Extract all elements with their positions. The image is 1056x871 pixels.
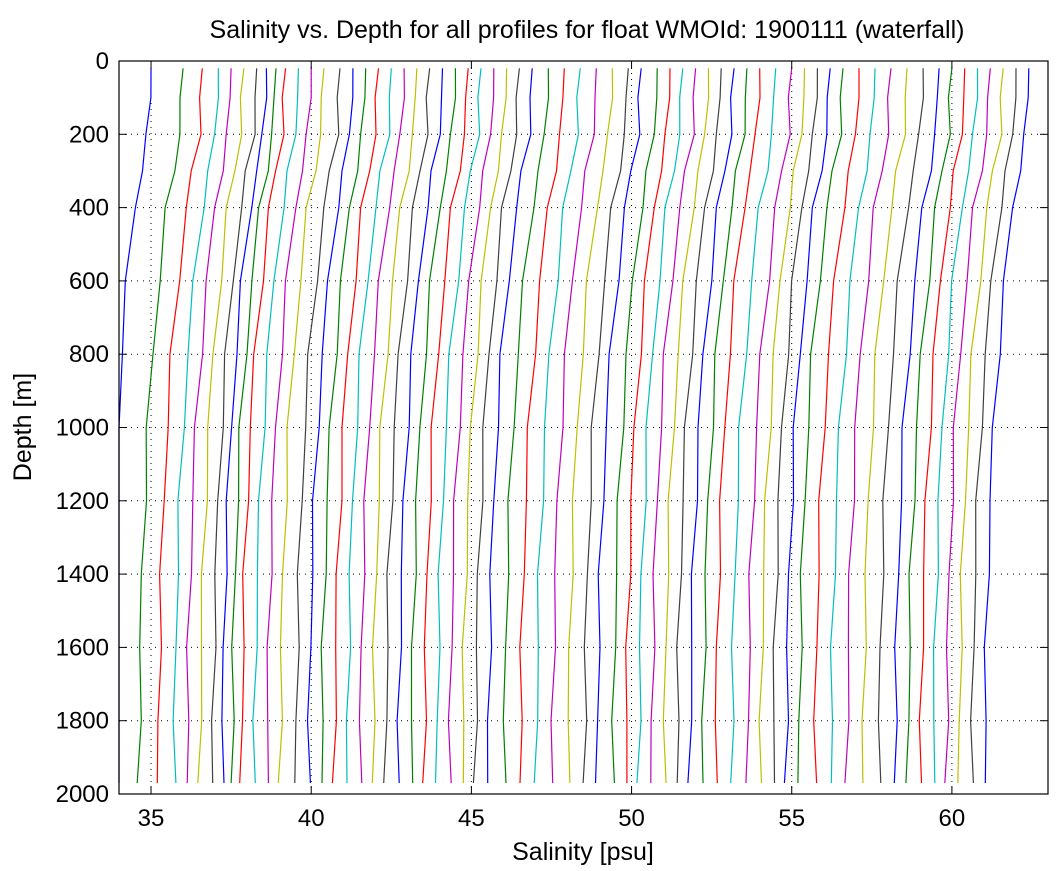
x-tick-label: 55 — [778, 805, 805, 832]
profile-line — [447, 68, 495, 784]
chart-title: Salinity vs. Depth for all profiles for … — [210, 16, 965, 44]
profile-line — [519, 68, 565, 784]
profile-line — [957, 68, 1004, 784]
profile-line — [331, 68, 380, 784]
profile-line — [772, 68, 818, 784]
profile-line — [783, 68, 831, 784]
grid-lines — [119, 61, 1048, 794]
profile-line — [905, 68, 953, 784]
profile-line — [829, 68, 876, 784]
profile-line — [813, 68, 860, 784]
profile-line — [969, 68, 1017, 784]
x-tick-label: 45 — [458, 805, 485, 832]
profile-line — [944, 68, 991, 784]
profile-line — [252, 68, 299, 784]
y-tick-label: 800 — [69, 341, 109, 368]
y-tick-label: 2000 — [56, 781, 109, 808]
y-tick-label: 1000 — [56, 415, 109, 442]
profile-line — [533, 68, 581, 784]
profile-line — [221, 68, 268, 784]
profile-line — [893, 68, 940, 784]
profile-line — [345, 68, 392, 784]
profile-line — [730, 68, 777, 784]
plot-frame — [118, 60, 1049, 795]
profile-line — [567, 68, 614, 784]
profile-line — [306, 68, 354, 784]
profile-line — [625, 68, 671, 783]
profile-line — [932, 68, 979, 784]
profile-line — [877, 68, 925, 784]
profile-lines — [118, 68, 1030, 784]
profile-line — [320, 68, 367, 784]
profile-line — [918, 68, 966, 784]
profile-line — [714, 68, 761, 784]
profile-line — [594, 68, 642, 784]
profile-line — [797, 68, 844, 784]
profile-line — [277, 68, 325, 784]
profile-line — [701, 68, 748, 784]
profile-line — [687, 68, 735, 784]
profile-line — [611, 68, 658, 784]
profile-line — [371, 68, 418, 784]
x-tick-label: 60 — [939, 805, 966, 832]
profile-line — [156, 68, 203, 784]
profile-line — [650, 68, 697, 784]
profile-line — [662, 68, 710, 784]
profile-line — [676, 68, 722, 784]
profile-line — [502, 68, 550, 784]
y-tick-label: 1600 — [56, 634, 109, 661]
profile-line — [358, 68, 406, 784]
profile-line — [197, 68, 245, 784]
profile-line — [861, 68, 908, 784]
profile-line — [396, 68, 444, 784]
y-axis-label: Depth [m] — [9, 373, 37, 481]
profile-line — [434, 68, 482, 784]
profile-line — [745, 68, 793, 784]
x-tick-label: 40 — [298, 805, 325, 832]
profile-line — [550, 68, 597, 784]
profile-line — [461, 68, 508, 784]
profile-line — [210, 68, 258, 784]
y-tick-label: 600 — [69, 268, 109, 295]
profile-line — [294, 68, 341, 784]
y-tick-label: 200 — [69, 121, 109, 148]
x-tick-label: 50 — [618, 805, 645, 832]
profile-line — [983, 68, 1030, 784]
profile-line — [410, 68, 457, 784]
profile-line — [422, 68, 469, 784]
axis-ticks: 35 40 45 50 55 600200400600800100012001400160… — [56, 48, 1048, 832]
profile-line — [266, 68, 312, 784]
y-tick-label: 0 — [96, 48, 109, 75]
profile-line — [239, 68, 287, 784]
x-axis-label: Salinity [psu] — [512, 838, 654, 866]
y-tick-label: 1200 — [56, 488, 109, 515]
profile-line — [383, 68, 431, 784]
profile-line — [486, 68, 533, 784]
profile-line — [758, 68, 806, 784]
profile-line — [185, 68, 232, 784]
y-tick-label: 1800 — [56, 708, 109, 735]
profile-line — [172, 68, 220, 784]
x-tick-label: 35 — [138, 805, 165, 832]
y-tick-label: 1400 — [56, 561, 109, 588]
profile-line — [582, 68, 629, 784]
profile-line — [844, 68, 892, 784]
profile-line — [472, 68, 520, 784]
y-tick-label: 400 — [69, 195, 109, 222]
profile-line — [636, 68, 684, 784]
profile-line — [230, 68, 277, 784]
profile-line — [136, 68, 184, 784]
